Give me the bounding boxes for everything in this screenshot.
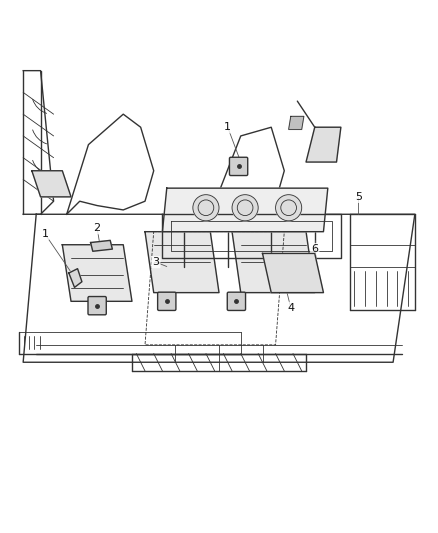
Circle shape <box>276 195 302 221</box>
Polygon shape <box>306 127 341 162</box>
Text: 4: 4 <box>287 303 294 313</box>
FancyBboxPatch shape <box>230 157 248 175</box>
Text: 5: 5 <box>355 192 362 202</box>
Text: 6: 6 <box>311 244 318 254</box>
Text: 1: 1 <box>224 122 231 132</box>
FancyBboxPatch shape <box>158 292 176 310</box>
Text: 1: 1 <box>242 166 249 176</box>
Polygon shape <box>69 269 82 287</box>
Polygon shape <box>32 171 71 197</box>
Circle shape <box>232 195 258 221</box>
Polygon shape <box>289 116 304 130</box>
FancyBboxPatch shape <box>88 296 106 315</box>
Polygon shape <box>262 254 323 293</box>
Text: 2: 2 <box>94 223 101 233</box>
Polygon shape <box>62 245 132 301</box>
Polygon shape <box>162 188 328 232</box>
Circle shape <box>193 195 219 221</box>
Polygon shape <box>232 232 315 293</box>
Text: 3: 3 <box>152 257 159 267</box>
Text: 1: 1 <box>42 229 49 239</box>
FancyBboxPatch shape <box>227 292 246 310</box>
Polygon shape <box>145 232 219 293</box>
Polygon shape <box>91 240 113 251</box>
